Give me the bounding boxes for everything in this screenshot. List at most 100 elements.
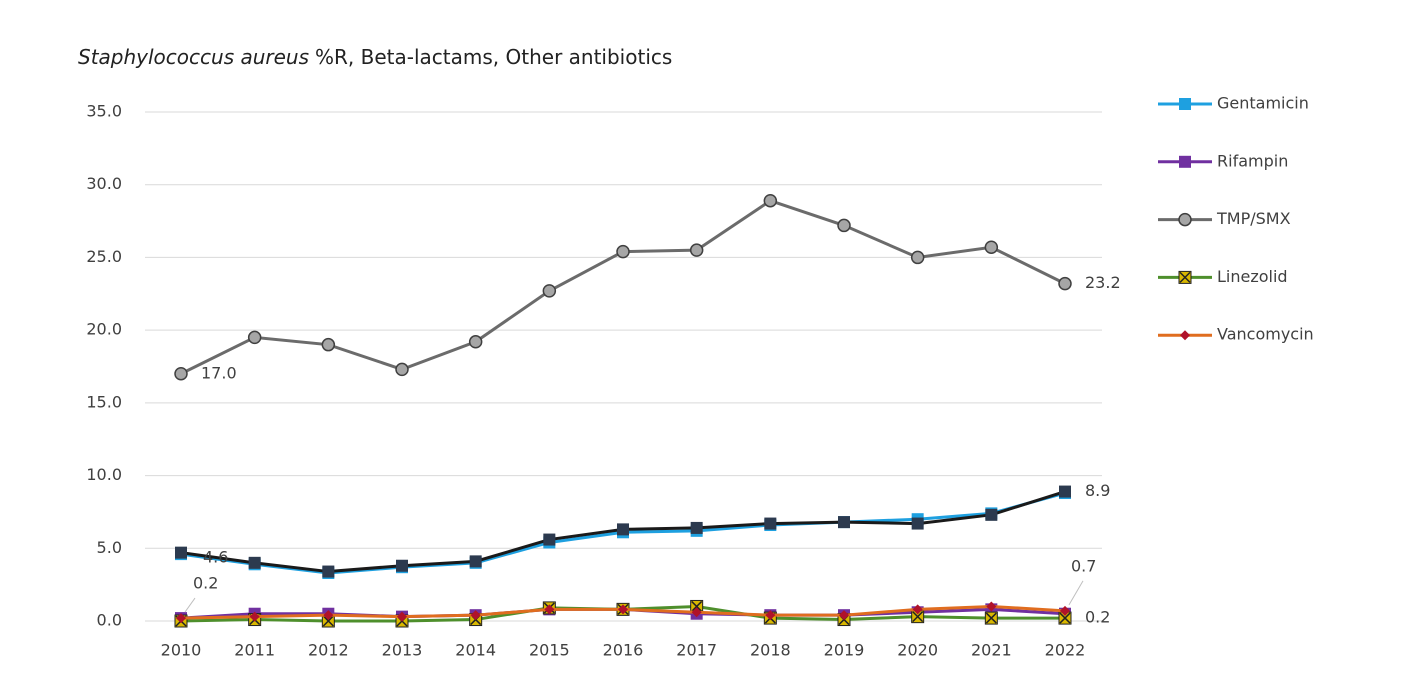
- marker: [911, 517, 924, 530]
- marker: [616, 244, 630, 259]
- marker: [322, 565, 335, 578]
- marker: [690, 521, 703, 534]
- x-tick-label: 2020: [897, 641, 938, 660]
- marker-shape: [691, 607, 702, 618]
- marker-shape: [986, 601, 997, 612]
- marker-shape: [764, 517, 777, 530]
- marker: [396, 559, 408, 572]
- series-line: [180, 199, 1066, 376]
- marker: [1060, 605, 1070, 616]
- marker: [397, 611, 407, 622]
- x-tick-label: 2012: [308, 641, 349, 660]
- marker: [468, 335, 483, 349]
- marker: [1059, 485, 1071, 498]
- marker-shape: [396, 559, 408, 572]
- marker: [618, 604, 628, 615]
- marker-shape: [249, 611, 260, 622]
- marker-cross: [985, 612, 997, 624]
- marker-shape: [1179, 155, 1191, 168]
- marker: [1058, 611, 1072, 625]
- marker-shape: [838, 516, 850, 529]
- data-label: 0.7: [1071, 556, 1096, 575]
- marker-shape: [765, 610, 776, 621]
- marker-shape: [763, 193, 778, 208]
- marker-shape: [618, 604, 628, 615]
- marker-shape: [839, 610, 849, 621]
- leader-line: [1068, 580, 1084, 606]
- marker: [542, 284, 557, 298]
- data-label: 4.6: [203, 548, 228, 567]
- marker-shape: [469, 555, 482, 568]
- marker: [986, 601, 997, 612]
- marker: [248, 556, 261, 569]
- x-tick-label: 2014: [455, 641, 496, 660]
- legend-item: Rifampin: [1158, 151, 1288, 170]
- marker: [1180, 330, 1190, 341]
- marker: [470, 610, 481, 621]
- marker: [764, 517, 777, 530]
- x-tick-label: 2013: [382, 641, 423, 660]
- marker: [837, 218, 851, 233]
- marker-shape: [1179, 98, 1191, 110]
- legend-item: Vancomycin: [1158, 325, 1314, 344]
- data-label: 0.2: [1085, 608, 1110, 627]
- y-tick-label: 30.0: [86, 174, 122, 193]
- marker-shape: [175, 546, 187, 559]
- marker-shape: [1058, 276, 1072, 291]
- marker-shape: [321, 337, 336, 352]
- marker: [763, 193, 778, 208]
- y-tick-label: 10.0: [86, 465, 122, 484]
- marker-shape: [248, 556, 261, 569]
- marker: [543, 533, 556, 546]
- marker: [765, 610, 776, 621]
- marker-shape: [616, 244, 630, 259]
- legend-label: Linezolid: [1217, 267, 1288, 286]
- marker-cross: [912, 611, 924, 623]
- marker-shape: [247, 330, 262, 345]
- legend-label: TMP/SMX: [1216, 209, 1291, 228]
- marker: [249, 611, 260, 622]
- marker-shape: [689, 243, 704, 257]
- title-italic: Staphylococcus aureus: [78, 45, 309, 69]
- marker-shape: [984, 240, 999, 254]
- marker: [838, 516, 850, 529]
- data-label: 17.0: [201, 363, 237, 382]
- y-tick-label: 25.0: [86, 247, 122, 266]
- marker-shape: [617, 523, 629, 536]
- marker-cross: [1179, 271, 1191, 283]
- x-tick-label: 2017: [676, 641, 717, 660]
- marker-cross: [1059, 612, 1071, 624]
- marker-shape: [690, 521, 703, 534]
- marker-shape: [1060, 605, 1070, 616]
- y-tick-label: 0.0: [97, 611, 122, 630]
- marker-shape: [322, 565, 335, 578]
- x-tick-label: 2016: [603, 641, 644, 660]
- marker-shape: [397, 611, 407, 622]
- y-tick-label: 5.0: [97, 538, 122, 557]
- marker: [912, 604, 923, 615]
- marker-shape: [1178, 212, 1192, 227]
- marker: [1179, 155, 1191, 168]
- marker: [1058, 276, 1072, 291]
- legend-item: Linezolid: [1158, 267, 1288, 286]
- legend-label: Vancomycin: [1217, 325, 1314, 344]
- legend-label: Gentamicin: [1217, 94, 1309, 113]
- marker-shape: [543, 533, 556, 546]
- x-tick-label: 2010: [161, 641, 202, 660]
- x-tick-label: 2015: [529, 641, 570, 660]
- marker: [176, 613, 186, 624]
- marker-shape: [395, 362, 409, 377]
- marker-shape: [911, 517, 924, 530]
- marker: [910, 250, 925, 265]
- marker: [174, 367, 188, 381]
- marker-shape: [544, 604, 555, 615]
- marker: [689, 243, 704, 257]
- chart-title: Staphylococcus aureus %R, Beta-lactams, O…: [78, 45, 672, 69]
- data-label: 0.2: [193, 574, 218, 593]
- marker-shape: [985, 508, 998, 521]
- leader-line: [184, 597, 196, 613]
- marker-shape: [1180, 330, 1190, 341]
- marker-shape: [323, 610, 334, 621]
- marker: [985, 508, 998, 521]
